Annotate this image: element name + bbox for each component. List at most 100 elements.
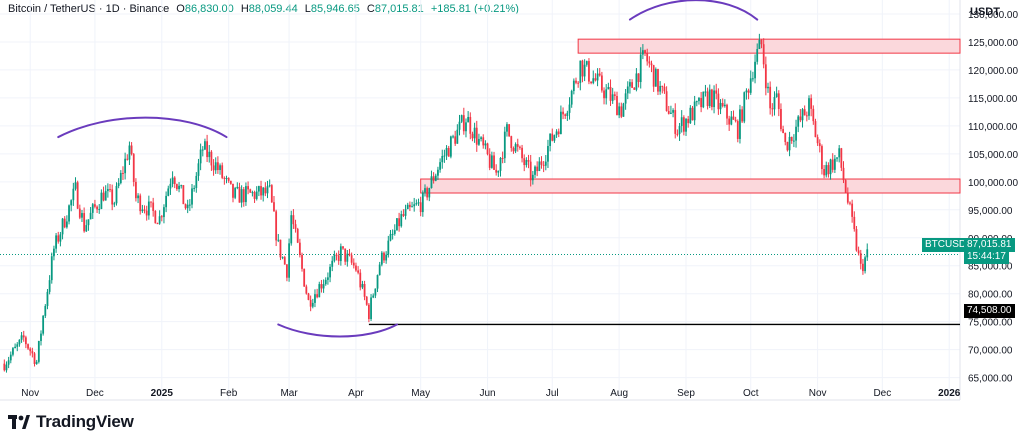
x-tick-label: Sep [677, 388, 695, 399]
candle-body [624, 93, 627, 104]
candle-body [376, 275, 379, 289]
candle-body [197, 163, 200, 176]
candle-body [616, 96, 618, 116]
candle-body [331, 260, 334, 267]
candle-body [292, 215, 295, 225]
candle-body [478, 138, 480, 145]
candle-body [9, 354, 12, 361]
candle-body [309, 299, 312, 307]
candle-body [283, 257, 286, 265]
candle-body [862, 263, 864, 272]
candle-body [782, 129, 785, 133]
candle-body [480, 137, 482, 139]
candle-body [266, 186, 269, 194]
candle-body [562, 111, 564, 115]
candle-body [385, 254, 388, 261]
y-tick-label: 75,000.00 [968, 318, 1013, 329]
candle-body [437, 169, 439, 176]
candle-body [311, 302, 314, 307]
candle-body [775, 93, 778, 97]
candle-body [449, 136, 452, 157]
candle-body [270, 185, 273, 203]
candle-body [404, 209, 407, 216]
candle-body [100, 192, 103, 209]
candle-body [739, 109, 741, 139]
candle-body [760, 39, 763, 45]
candle-body [229, 180, 232, 184]
price-unit-label[interactable]: USDT [970, 6, 1000, 18]
resistance-zone [577, 38, 961, 54]
candle-body [674, 110, 677, 134]
candle-body [219, 165, 221, 171]
candle-body [352, 262, 355, 266]
candle-body [206, 141, 209, 158]
candle-body [514, 144, 517, 152]
tradingview-logo[interactable]: TradingView [8, 412, 134, 432]
candle-body [600, 75, 603, 91]
candle-body [661, 85, 664, 87]
candle-body [232, 183, 234, 198]
candle-body [154, 210, 157, 224]
candle-body [152, 202, 155, 211]
candle-body [413, 204, 416, 207]
x-tick-label: 2026 [938, 388, 961, 399]
candle-body [167, 188, 170, 196]
candle-body [777, 93, 780, 109]
candle-body [743, 92, 746, 122]
candle-body [355, 265, 357, 271]
candle-body [76, 182, 79, 209]
candle-body [434, 175, 437, 181]
candle-body [242, 189, 245, 203]
candle-body [432, 176, 435, 181]
candle-body [406, 204, 409, 210]
candle-body [367, 304, 370, 320]
candle-body [583, 64, 586, 77]
candle-body [680, 117, 683, 127]
candle-body [788, 136, 791, 151]
candle-body [523, 158, 526, 166]
candle-body [745, 90, 748, 93]
candle-body [160, 216, 163, 218]
candle-body [637, 73, 640, 83]
candle-body [473, 127, 476, 139]
close-value: 87,015.81 [374, 3, 424, 15]
candle-body [439, 162, 441, 170]
candle-body [540, 161, 543, 165]
candle-body [169, 183, 172, 189]
candle-body [365, 296, 368, 305]
candle-body [135, 181, 137, 199]
candle-body [102, 192, 105, 201]
candle-body [193, 187, 196, 189]
candle-body [469, 116, 472, 134]
x-tick-label: Dec [873, 388, 891, 399]
candle-body [808, 98, 810, 116]
candle-body [216, 162, 219, 171]
symbol-tag: BTCUSDT [922, 238, 976, 252]
candle-body [801, 109, 804, 121]
candle-body [421, 192, 424, 213]
candle-body [609, 86, 612, 101]
x-tick-label: Dec [86, 388, 104, 399]
candle-body [792, 140, 795, 142]
candle-body [756, 49, 759, 62]
candle-body [447, 147, 450, 157]
candle-body [641, 50, 644, 55]
candle-body [805, 115, 808, 117]
candle-body [706, 91, 709, 107]
candle-body [307, 293, 310, 300]
candle-body [559, 111, 562, 135]
candle-body [238, 186, 241, 203]
candle-body [59, 234, 62, 242]
candle-body [257, 186, 260, 192]
candle-body [35, 361, 38, 364]
candle-body [158, 216, 161, 224]
candle-body [55, 235, 57, 249]
candle-body [702, 91, 705, 108]
candle-body [840, 148, 843, 168]
candle-body [264, 187, 267, 194]
candle-body [825, 165, 828, 176]
candle-body [506, 124, 508, 132]
candle-body [346, 253, 349, 262]
candle-body [94, 204, 96, 207]
